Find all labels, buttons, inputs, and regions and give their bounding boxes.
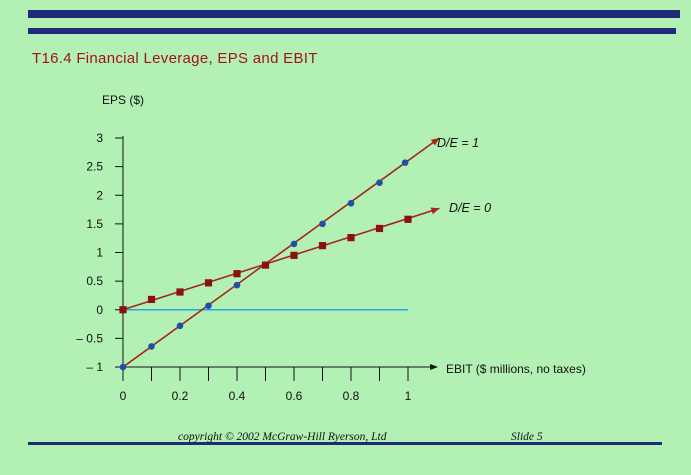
series-arrowhead-de1 [430,138,440,146]
slide-number: Slide 5 [511,431,543,443]
data-point-de0 [290,251,298,259]
y-tick-label: 2 [96,188,103,202]
series-label-de0: D/E = 0 [449,201,491,215]
y-tick-label: 3 [96,131,103,145]
chart-ticks: 3 2.5 2 1.5 1 0.5 0 – 0.5 – 1 0 0.2 0.4 0.6 0.8 1 [76,131,411,403]
data-point-de0 [318,242,327,250]
data-point-de0 [233,270,241,278]
chart-axes [122,136,438,370]
data-point-de0 [204,279,213,287]
slide-title: T16.4 Financial Leverage, EPS and EBIT [32,50,318,67]
data-point-de0 [261,261,270,269]
data-point-de1 [176,322,184,330]
x-tick-label: 0 [120,389,127,403]
y-axis-label: EPS ($) [102,93,144,107]
x-axis-label: EBIT ($ millions, no taxes) [446,362,586,376]
series-line-de0 [122,207,440,311]
y-tick-label: – 0.5 [76,331,103,345]
series-arrowhead-de0 [430,207,440,215]
x-tick-label: 0.4 [229,389,246,403]
data-point-de1 [347,199,355,207]
data-point-de1 [148,343,155,350]
data-point-de1 [290,240,298,248]
data-point-de1 [319,220,326,228]
series-label-de1: D/E = 1 [437,136,479,150]
data-point-de1 [401,159,409,166]
y-tick-label: 1.5 [86,217,103,231]
y-tick-label: 0.5 [86,274,103,288]
y-tick-label: 1 [96,246,103,260]
data-point-de0 [404,215,412,223]
x-tick-label: 1 [405,389,412,403]
data-point-de0 [176,288,184,296]
data-point-de0 [147,295,156,304]
y-tick-label: – 1 [86,360,103,374]
series-line-de1 [122,137,440,368]
copyright-text: copyright © 2002 McGraw-Hill Ryerson, Lt… [178,431,387,443]
series-lines [122,137,440,368]
y-tick-label: 2.5 [86,160,103,174]
x-tick-label: 0.2 [172,389,189,403]
data-point-de1 [376,179,383,186]
header-rule-bottom [28,28,676,34]
x-tick-label: 0.6 [286,389,303,403]
data-point-de0 [375,224,384,233]
series-markers [119,159,412,371]
chart-labels: D/E = 1 D/E = 0 EPS ($) EBIT ($ millions, n… [102,93,586,376]
x-tick-label: 0.8 [343,389,360,403]
data-point-de1 [233,281,241,289]
header-rule-top [28,10,680,18]
data-point-de1 [119,363,127,371]
data-point-de1 [205,302,212,310]
data-point-de0 [119,306,127,314]
y-tick-label: 0 [96,303,103,317]
data-point-de0 [347,234,355,242]
footer-rule [28,442,662,445]
x-axis-arrowhead [430,364,438,370]
